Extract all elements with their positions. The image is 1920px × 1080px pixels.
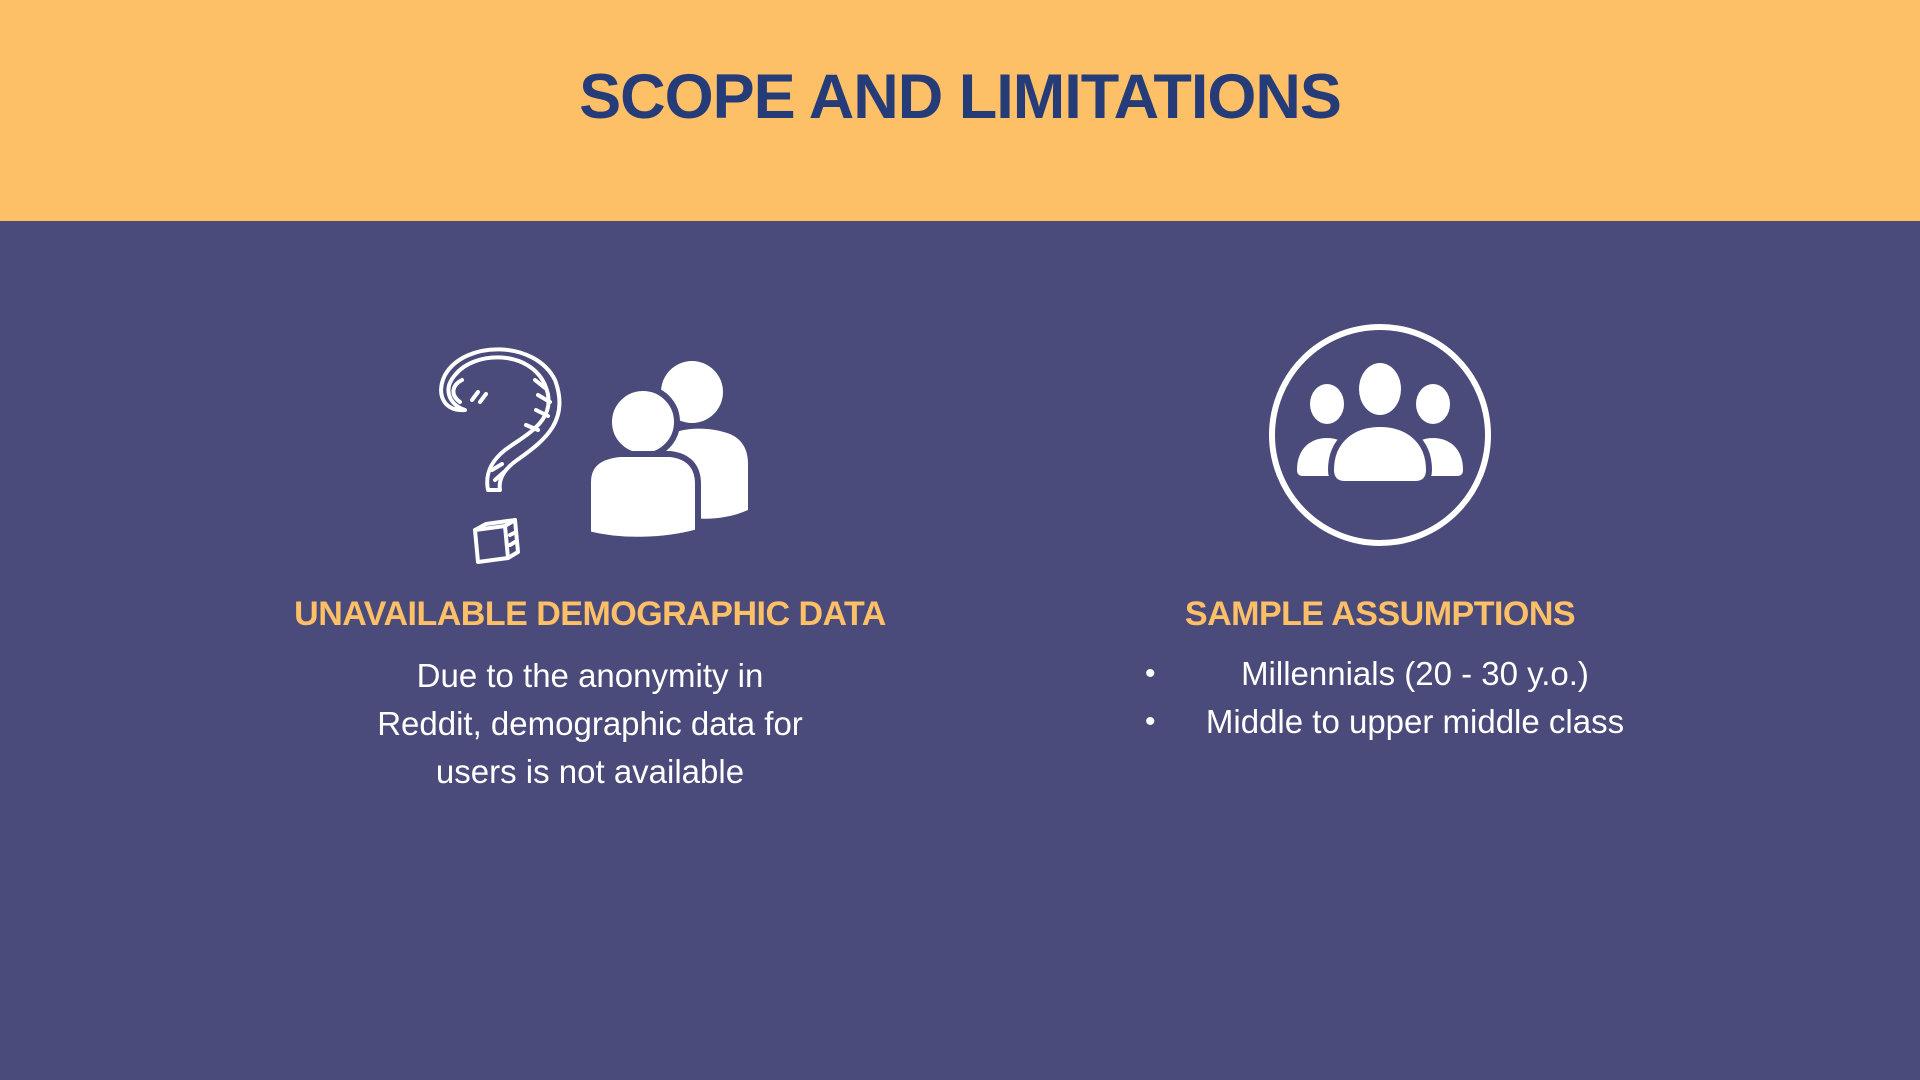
section-description: Due to the anonymity in Reddit, demograp… [377,657,803,790]
group-circle-icon [1269,324,1491,546]
left-icon-area [230,322,950,564]
bullet-icon: • [1145,705,1156,738]
bullet-icon: • [1145,657,1156,690]
header-banner: SCOPE AND LIMITATIONS [0,0,1920,221]
users-icon [585,361,748,543]
section-heading: UNAVAILABLE DEMOGRAPHIC DATA [294,595,886,633]
question-mark-icon [439,347,562,564]
right-icon-area [1020,322,1740,562]
page-title: SCOPE AND LIMITATIONS [579,62,1342,132]
list-item: • Middle to upper middle class [1140,698,1630,746]
assumptions-list: • Millennials (20 - 30 y.o.) • Middle to u… [1140,650,1630,746]
list-item: • Millennials (20 - 30 y.o.) [1140,650,1630,698]
section-heading: SAMPLE ASSUMPTIONS [1184,595,1576,633]
